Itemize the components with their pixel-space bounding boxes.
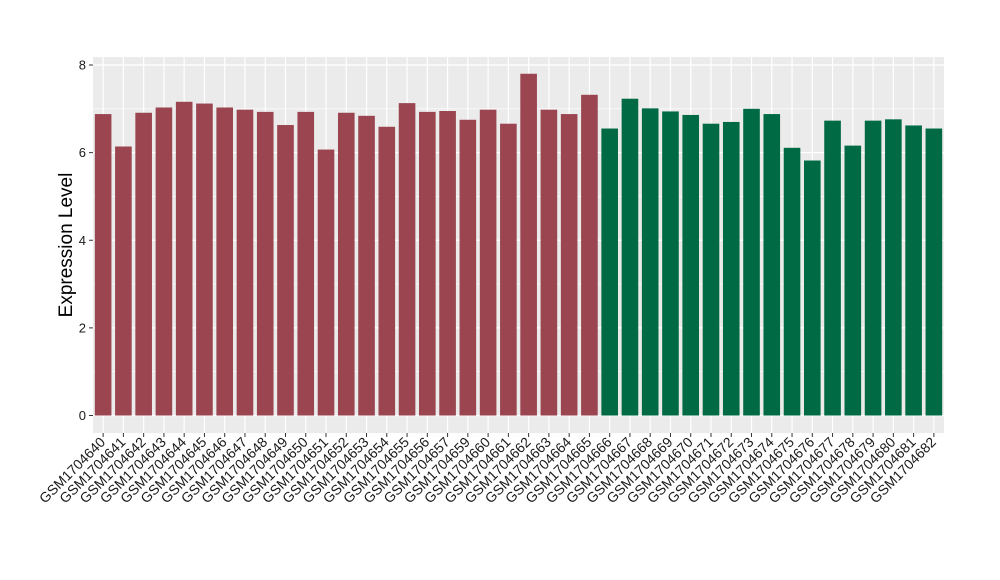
bar [256, 111, 274, 416]
bar [459, 119, 477, 416]
bar [175, 101, 193, 416]
bar [702, 123, 720, 416]
bars [94, 73, 943, 416]
bar [824, 120, 841, 416]
bar [337, 112, 355, 416]
bar [358, 115, 375, 416]
bar [540, 109, 558, 416]
bar [398, 103, 416, 416]
y-tick-label: 0 [79, 408, 86, 423]
bar [783, 147, 801, 416]
y-tick-label: 8 [79, 58, 86, 73]
bar [844, 145, 862, 416]
bar [479, 109, 497, 416]
grid-minor [93, 108, 944, 372]
bar [743, 108, 760, 416]
bar [317, 149, 335, 416]
y-tick-label: 6 [79, 145, 86, 160]
y-tick-label: 2 [79, 320, 86, 335]
bar [500, 123, 517, 416]
bar [196, 103, 213, 416]
y-tick-label: 4 [79, 233, 86, 248]
bar [581, 94, 598, 416]
bar [662, 111, 679, 416]
bar [216, 107, 234, 416]
x-axis: GSM1704640GSM1704641GSM1704642GSM1704643… [36, 433, 939, 506]
bar [439, 111, 456, 416]
y-axis: 0 2 4 6 8 [79, 58, 93, 423]
bar [236, 109, 254, 416]
bar [682, 114, 700, 416]
bar [277, 125, 294, 416]
bar [885, 119, 902, 416]
bar [641, 108, 659, 416]
bar [560, 114, 578, 416]
plot-panel [93, 57, 944, 433]
bar [722, 121, 740, 416]
bar [135, 112, 152, 416]
bar [155, 107, 173, 416]
bar [905, 125, 922, 416]
bar [297, 111, 315, 416]
bar [601, 128, 618, 416]
bar [378, 126, 396, 416]
bar [763, 114, 781, 416]
bar [115, 146, 132, 416]
y-axis-title: Expression Level [56, 173, 77, 318]
bar [864, 120, 882, 416]
bar [925, 128, 943, 416]
bar [520, 73, 537, 416]
bar [419, 111, 436, 416]
bar [803, 160, 821, 416]
bar [621, 98, 639, 416]
bar [94, 114, 112, 416]
